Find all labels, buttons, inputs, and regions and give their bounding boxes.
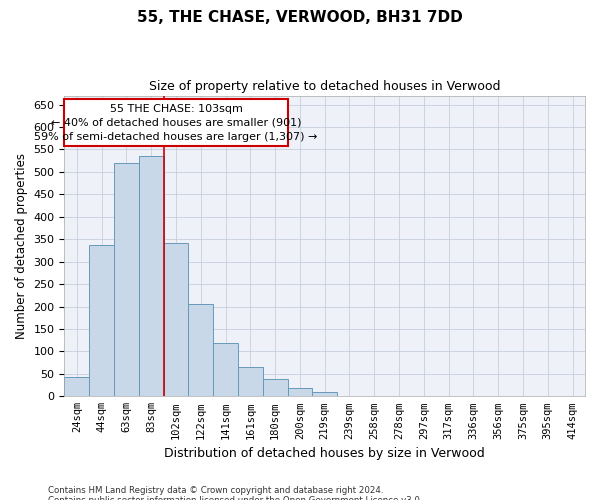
Text: ← 40% of detached houses are smaller (901): ← 40% of detached houses are smaller (90…	[51, 118, 301, 128]
Text: 55 THE CHASE: 103sqm: 55 THE CHASE: 103sqm	[110, 104, 242, 114]
Bar	[287, 388, 313, 396]
Bar	[114, 163, 139, 396]
Text: Contains public sector information licensed under the Open Government Licence v3: Contains public sector information licen…	[48, 496, 422, 500]
Title: Size of property relative to detached houses in Verwood: Size of property relative to detached ho…	[149, 80, 500, 93]
Bar	[313, 392, 337, 396]
Bar	[139, 156, 164, 396]
Bar	[188, 304, 213, 396]
Bar	[89, 244, 114, 396]
FancyBboxPatch shape	[64, 99, 287, 146]
X-axis label: Distribution of detached houses by size in Verwood: Distribution of detached houses by size …	[164, 447, 485, 460]
Bar	[164, 243, 188, 396]
Text: Contains HM Land Registry data © Crown copyright and database right 2024.: Contains HM Land Registry data © Crown c…	[48, 486, 383, 495]
Y-axis label: Number of detached properties: Number of detached properties	[15, 153, 28, 339]
Text: 55, THE CHASE, VERWOOD, BH31 7DD: 55, THE CHASE, VERWOOD, BH31 7DD	[137, 10, 463, 25]
Bar	[213, 344, 238, 396]
Bar	[263, 379, 287, 396]
Bar	[238, 367, 263, 396]
Text: 59% of semi-detached houses are larger (1,307) →: 59% of semi-detached houses are larger (…	[34, 132, 317, 142]
Bar	[64, 378, 89, 396]
